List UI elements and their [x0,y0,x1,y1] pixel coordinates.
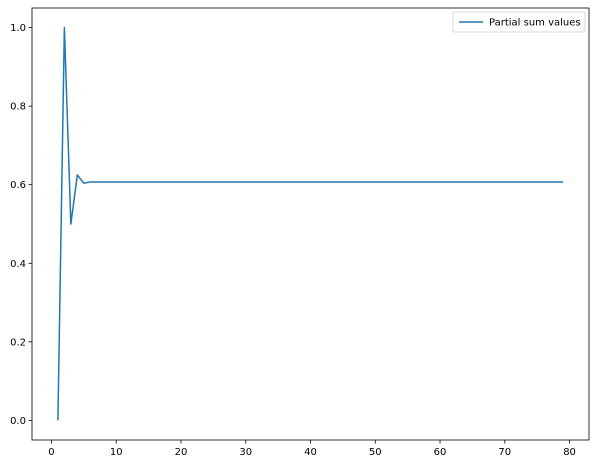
legend-box [452,11,586,33]
x-tick-label: 0 [48,447,54,458]
series-layer [57,26,564,421]
x-axis-ticks: 0 10 20 30 40 50 60 70 80 [48,440,576,458]
x-tick-label: 10 [110,447,123,458]
x-tick-label: 70 [498,447,511,458]
x-tick-label: 80 [563,447,576,458]
plot-area [32,8,589,440]
legend-label: Partial sum values [489,18,581,29]
series-line [57,26,564,421]
legend: Partial sum values [452,11,586,33]
y-tick-label: 0.4 [10,259,26,270]
y-tick-label: 1.0 [10,23,26,34]
x-tick-label: 50 [369,447,382,458]
y-tick-label: 0.0 [10,416,26,427]
y-tick-label: 0.6 [10,180,26,191]
x-tick-label: 20 [175,447,188,458]
y-tick-label: 0.2 [10,337,26,348]
y-axis-ticks: 0.0 0.2 0.4 0.6 0.8 1.0 [10,23,32,427]
y-tick-label: 0.8 [10,102,26,113]
x-tick-label: 40 [304,447,317,458]
x-tick-label: 30 [239,447,252,458]
plot-frame [31,7,590,441]
x-tick-label: 60 [434,447,447,458]
